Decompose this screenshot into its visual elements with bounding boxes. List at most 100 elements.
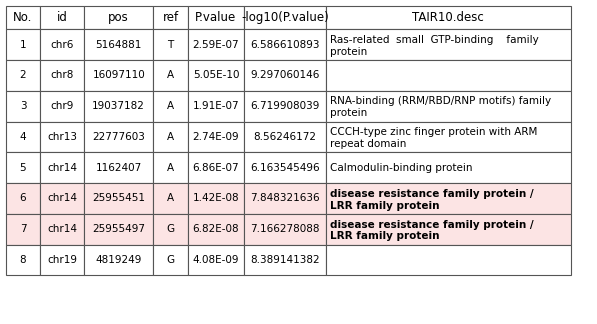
Bar xyxy=(326,29,571,60)
Text: 3: 3 xyxy=(20,101,26,111)
Bar xyxy=(153,60,187,91)
Text: T: T xyxy=(167,40,174,50)
Text: 1.42E-08: 1.42E-08 xyxy=(193,193,239,203)
Text: 4819249: 4819249 xyxy=(96,255,142,265)
Text: No.: No. xyxy=(13,11,33,24)
Text: 16097110: 16097110 xyxy=(93,70,145,80)
Text: 5.05E-10: 5.05E-10 xyxy=(193,70,239,80)
Bar xyxy=(187,214,244,245)
Bar xyxy=(326,152,571,183)
Text: 1162407: 1162407 xyxy=(96,163,142,173)
Text: 7.166278088: 7.166278088 xyxy=(250,224,320,234)
Bar xyxy=(153,6,187,29)
Bar xyxy=(6,122,40,152)
Bar xyxy=(6,245,40,275)
Text: A: A xyxy=(167,193,174,203)
Bar xyxy=(84,183,153,214)
Text: 2.59E-07: 2.59E-07 xyxy=(193,40,239,50)
Text: 2: 2 xyxy=(20,70,26,80)
Text: 6.586610893: 6.586610893 xyxy=(250,40,320,50)
Text: 7: 7 xyxy=(20,224,26,234)
Bar xyxy=(187,60,244,91)
Bar xyxy=(40,122,84,152)
Bar xyxy=(187,245,244,275)
Text: A: A xyxy=(167,132,174,142)
Bar xyxy=(153,183,187,214)
Text: id: id xyxy=(57,11,67,24)
Text: A: A xyxy=(167,101,174,111)
Text: 1.91E-07: 1.91E-07 xyxy=(193,101,239,111)
Bar xyxy=(84,6,153,29)
Bar xyxy=(40,245,84,275)
Bar xyxy=(326,183,571,214)
Bar xyxy=(187,152,244,183)
Text: 5164881: 5164881 xyxy=(96,40,142,50)
Bar xyxy=(40,183,84,214)
Text: 5: 5 xyxy=(20,163,26,173)
Bar xyxy=(326,91,571,122)
Text: repeat domain: repeat domain xyxy=(330,139,407,149)
Bar xyxy=(326,6,571,29)
Text: 6.163545496: 6.163545496 xyxy=(250,163,320,173)
Text: 8.56246172: 8.56246172 xyxy=(254,132,316,142)
Bar xyxy=(326,122,571,152)
Text: 25955451: 25955451 xyxy=(92,193,145,203)
Text: chr14: chr14 xyxy=(47,193,77,203)
Bar xyxy=(244,6,326,29)
Bar xyxy=(6,60,40,91)
Text: G: G xyxy=(167,224,174,234)
Text: 22777603: 22777603 xyxy=(93,132,145,142)
Text: chr8: chr8 xyxy=(51,70,74,80)
Bar xyxy=(187,183,244,214)
Text: 6: 6 xyxy=(20,193,26,203)
Text: 2.74E-09: 2.74E-09 xyxy=(193,132,239,142)
Text: 1: 1 xyxy=(20,40,26,50)
Bar xyxy=(244,152,326,183)
Text: A: A xyxy=(167,70,174,80)
Bar xyxy=(40,152,84,183)
Bar xyxy=(84,29,153,60)
Bar xyxy=(187,91,244,122)
Text: G: G xyxy=(167,255,174,265)
Bar xyxy=(40,6,84,29)
Text: CCCH-type zinc finger protein with ARM: CCCH-type zinc finger protein with ARM xyxy=(330,127,538,137)
Bar xyxy=(84,214,153,245)
Text: 19037182: 19037182 xyxy=(93,101,145,111)
Bar xyxy=(187,6,244,29)
Bar xyxy=(6,29,40,60)
Text: chr14: chr14 xyxy=(47,224,77,234)
Bar xyxy=(84,122,153,152)
Text: 6.719908039: 6.719908039 xyxy=(250,101,320,111)
Text: chr6: chr6 xyxy=(51,40,74,50)
Text: chr13: chr13 xyxy=(47,132,77,142)
Text: ref: ref xyxy=(162,11,179,24)
Bar xyxy=(153,122,187,152)
Text: 6.82E-08: 6.82E-08 xyxy=(193,224,239,234)
Text: 4.08E-09: 4.08E-09 xyxy=(193,255,239,265)
Text: Ras-related  small  GTP-binding    family: Ras-related small GTP-binding family xyxy=(330,35,539,45)
Text: TAIR10.desc: TAIR10.desc xyxy=(413,11,484,24)
Text: Calmodulin-binding protein: Calmodulin-binding protein xyxy=(330,163,473,173)
Bar xyxy=(84,245,153,275)
Bar xyxy=(326,214,571,245)
Bar xyxy=(244,245,326,275)
Text: chr14: chr14 xyxy=(47,163,77,173)
Bar xyxy=(153,152,187,183)
Bar xyxy=(6,183,40,214)
Text: disease resistance family protein /: disease resistance family protein / xyxy=(330,189,534,199)
Bar xyxy=(40,214,84,245)
Text: LRR family protein: LRR family protein xyxy=(330,231,440,241)
Bar xyxy=(244,214,326,245)
Bar xyxy=(6,6,40,29)
Text: RNA-binding (RRM/RBD/RNP motifs) family: RNA-binding (RRM/RBD/RNP motifs) family xyxy=(330,97,552,107)
Text: P.value: P.value xyxy=(195,11,236,24)
Bar xyxy=(153,29,187,60)
Bar xyxy=(6,152,40,183)
Text: chr19: chr19 xyxy=(47,255,77,265)
Text: 6.86E-07: 6.86E-07 xyxy=(193,163,239,173)
Bar xyxy=(153,214,187,245)
Bar xyxy=(244,29,326,60)
Text: 4: 4 xyxy=(20,132,26,142)
Text: 8.389141382: 8.389141382 xyxy=(250,255,320,265)
Bar xyxy=(326,60,571,91)
